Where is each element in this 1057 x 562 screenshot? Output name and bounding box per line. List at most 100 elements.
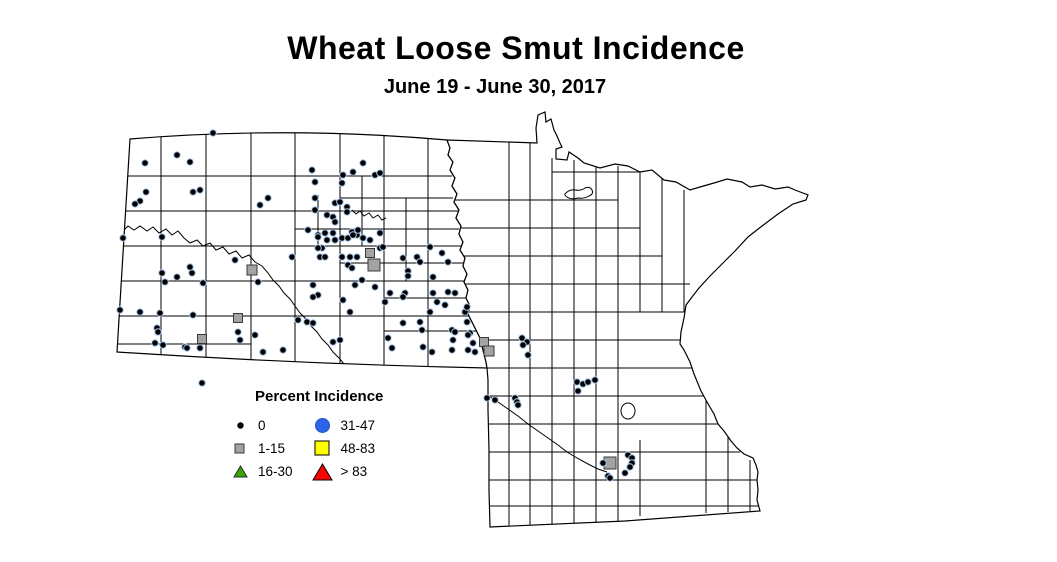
- map-marker-dot-zero: [428, 348, 436, 356]
- map-marker-dot-zero: [444, 258, 452, 266]
- map-marker-dot-zero: [159, 341, 167, 349]
- map-marker-dot-zero: [119, 234, 127, 242]
- legend-item-16-30: 16-30: [228, 460, 293, 483]
- map-marker-dot-zero: [251, 331, 259, 339]
- map-marker-dot-zero: [349, 168, 357, 176]
- red-triangle-icon: [311, 462, 335, 481]
- legend-item-0: 0: [228, 414, 293, 437]
- map-marker-dot-zero: [142, 188, 150, 196]
- map-marker-dot-zero: [196, 344, 204, 352]
- legend-item-1-15: 1-15: [228, 437, 293, 460]
- zero-dot-icon: [228, 421, 252, 430]
- map-marker-dot-zero: [256, 201, 264, 209]
- map-marker-dot-zero: [463, 303, 471, 311]
- map-marker-dot-zero: [426, 308, 434, 316]
- map-marker-dot-zero: [441, 301, 449, 309]
- map-marker-dot-zero: [621, 469, 629, 477]
- map-marker-dot-zero: [231, 256, 239, 264]
- map-marker-dot-zero: [358, 276, 366, 284]
- map-marker-dot-zero: [158, 269, 166, 277]
- map-marker-dot-zero: [154, 328, 162, 336]
- map-marker-dot-zero: [236, 336, 244, 344]
- map-marker-dot-zero: [348, 264, 356, 272]
- map-marker-dot-zero: [311, 194, 319, 202]
- map-marker-dot-zero: [338, 253, 346, 261]
- map-marker-dot-zero: [156, 309, 164, 317]
- map-marker-square-low: [483, 345, 495, 357]
- map-marker-dot-zero: [158, 233, 166, 241]
- legend-item-label: 48-83: [340, 441, 376, 456]
- title-block: Wheat Loose Smut Incidence June 19 - Jun…: [0, 30, 1032, 99]
- map-marker-dot-zero: [309, 281, 317, 289]
- map-marker-dot-zero: [419, 343, 427, 351]
- map-marker-dot-zero: [464, 346, 472, 354]
- map-marker-dot-zero: [471, 348, 479, 356]
- map-marker-dot-zero: [469, 339, 477, 347]
- legend-item-48-83: 48-83: [311, 437, 376, 460]
- map-marker-dot-zero: [514, 401, 522, 409]
- map-marker-dot-zero: [234, 328, 242, 336]
- map-marker-dot-zero: [336, 336, 344, 344]
- map-marker-dot-zero: [311, 206, 319, 214]
- map-marker-dot-zero: [136, 308, 144, 316]
- map-marker-dot-zero: [418, 326, 426, 334]
- map-marker-dot-zero: [199, 279, 207, 287]
- map-marker-dot-zero: [303, 318, 311, 326]
- map-marker-dot-zero: [399, 293, 407, 301]
- legend-item-31-47: 31-47: [311, 414, 375, 437]
- map-marker-dot-zero: [188, 269, 196, 277]
- map-marker-dot-zero: [463, 318, 471, 326]
- map-marker-dot-zero: [343, 208, 351, 216]
- map-marker-dot-zero: [376, 229, 384, 237]
- map-marker-dot-zero: [451, 328, 459, 336]
- map-marker-dot-zero: [429, 273, 437, 281]
- legend-title: Percent Incidence: [255, 388, 384, 405]
- map-marker-dot-zero: [483, 394, 491, 402]
- map-marker-dot-zero: [376, 169, 384, 177]
- map-marker-dot-zero: [416, 258, 424, 266]
- map-marker-dot-zero: [426, 243, 434, 251]
- map-marker-dot-zero: [173, 151, 181, 159]
- map-marker-square-low: [365, 248, 375, 258]
- map-marker-dot-zero: [183, 344, 191, 352]
- map-marker-dot-zero: [448, 346, 456, 354]
- map-marker-dot-zero: [198, 379, 206, 387]
- incidence-markers-layer: [116, 129, 636, 482]
- map-marker-dot-zero: [196, 186, 204, 194]
- map-marker-dot-zero: [404, 272, 412, 280]
- map-marker-dot-zero: [429, 289, 437, 297]
- map-marker-dot-zero: [353, 253, 361, 261]
- map-marker-dot-zero: [381, 298, 389, 306]
- map-marker-dot-zero: [359, 234, 367, 242]
- map-marker-dot-zero: [346, 308, 354, 316]
- legend-column-1: 0 1-15 16-30: [228, 414, 293, 483]
- map-marker-square-low: [233, 313, 243, 323]
- map-marker-square-low: [197, 334, 207, 344]
- map-marker-dot-zero: [388, 344, 396, 352]
- map-marker-dot-zero: [141, 159, 149, 167]
- gray-square-icon: [228, 443, 252, 455]
- map-marker-dot-zero: [519, 341, 527, 349]
- map-marker-dot-zero: [254, 278, 262, 286]
- map-marker-square-low: [479, 337, 489, 347]
- map-marker-dot-zero: [354, 226, 362, 234]
- map-marker-dot-zero: [351, 281, 359, 289]
- map-marker-dot-zero: [279, 346, 287, 354]
- map-marker-dot-zero: [399, 319, 407, 327]
- map-marker-dot-zero: [311, 178, 319, 186]
- map-marker-dot-zero: [433, 298, 441, 306]
- map-marker-dot-zero: [161, 278, 169, 286]
- map-marker-dot-zero: [189, 311, 197, 319]
- blue-circle-icon: [311, 417, 335, 434]
- map-marker-dot-zero: [449, 336, 457, 344]
- map-marker-dot-zero: [186, 158, 194, 166]
- map-marker-dot-zero: [189, 188, 197, 196]
- map-marker-dot-zero: [309, 293, 317, 301]
- map-marker-dot-zero: [599, 459, 607, 467]
- map-marker-dot-zero: [329, 229, 337, 237]
- legend-item-label: > 83: [340, 464, 368, 479]
- map-marker-square-low: [246, 264, 258, 276]
- map-marker-dot-zero: [294, 316, 302, 324]
- map-marker-dot-zero: [314, 244, 322, 252]
